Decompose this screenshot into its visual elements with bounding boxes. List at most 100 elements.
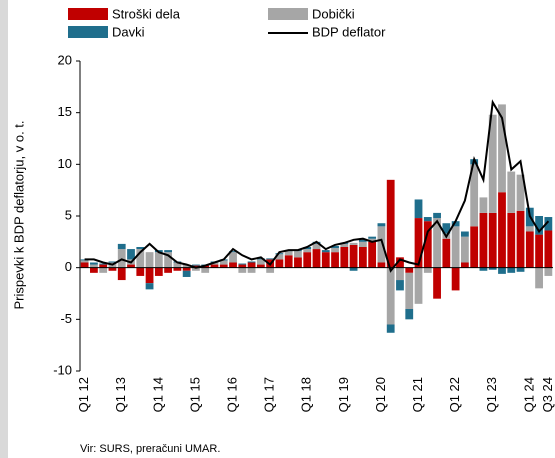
bar — [423, 221, 432, 268]
bar — [182, 264, 191, 268]
bar — [423, 217, 432, 222]
x-tick-label: Q1 16 — [224, 377, 239, 412]
bar — [284, 255, 293, 268]
bar — [498, 192, 506, 268]
bar — [117, 243, 126, 250]
bar — [90, 264, 98, 268]
bar — [460, 262, 469, 268]
bar — [358, 241, 367, 247]
bar — [256, 264, 265, 268]
bar — [192, 264, 200, 266]
bar — [525, 226, 534, 232]
bar — [507, 212, 516, 268]
y-tick-label: 15 — [58, 104, 72, 119]
bar — [201, 267, 210, 273]
bar — [108, 267, 117, 271]
bar — [331, 252, 339, 268]
bar — [377, 226, 386, 263]
bar — [331, 248, 339, 253]
bar — [201, 265, 210, 268]
bar — [396, 267, 404, 281]
x-tick-label: Q1 12 — [76, 377, 91, 412]
y-tick-label: 5 — [65, 207, 72, 222]
bar — [414, 218, 423, 268]
x-tick-label: Q3 24 — [540, 377, 555, 412]
bar — [460, 236, 469, 263]
bar — [433, 267, 441, 299]
bar — [396, 257, 404, 268]
x-tick-label: Q1 18 — [299, 377, 314, 412]
y-tick-label: 0 — [65, 259, 72, 274]
bar — [80, 260, 89, 263]
bar — [535, 216, 543, 235]
bar — [544, 230, 553, 268]
bar — [451, 221, 460, 227]
x-tick-label: Q1 23 — [484, 377, 499, 412]
legend-swatch — [68, 26, 108, 38]
bar — [535, 234, 543, 268]
bar — [479, 197, 488, 213]
bar — [266, 258, 275, 260]
bar — [173, 267, 182, 271]
bar — [80, 262, 89, 268]
y-axis-label: Prispevki k BDP deflatorju, v o. t. — [11, 120, 26, 309]
bar — [516, 174, 525, 211]
bar — [238, 263, 247, 265]
bar — [108, 261, 117, 263]
bar — [405, 267, 414, 273]
y-tick-label: -10 — [53, 362, 72, 377]
bar — [479, 267, 488, 271]
bar — [488, 267, 497, 270]
bar — [358, 247, 367, 268]
line — [84, 99, 550, 273]
bar — [117, 267, 126, 281]
bar — [507, 267, 516, 273]
bar — [192, 265, 200, 268]
bar — [294, 251, 302, 258]
bar — [386, 179, 395, 268]
bar — [368, 238, 377, 242]
source: Vir: SURS, preračuni UMAR. — [80, 443, 220, 455]
bar — [136, 249, 145, 268]
bar — [516, 210, 525, 268]
bar — [396, 280, 404, 291]
bar — [321, 250, 330, 253]
bar — [127, 264, 135, 268]
bar — [173, 262, 182, 268]
x-tick-label: Q1 13 — [113, 377, 128, 412]
y-tick-label: 10 — [58, 156, 72, 171]
legend-label: Davki — [112, 24, 145, 39]
bar — [136, 247, 145, 250]
y-tick-label: 20 — [58, 52, 72, 67]
bar — [99, 264, 108, 268]
bar — [182, 270, 191, 277]
bar — [164, 267, 173, 273]
bar — [164, 250, 173, 253]
bar — [423, 267, 432, 273]
x-tick-label: Q1 20 — [373, 377, 388, 412]
bar — [405, 309, 414, 320]
bar — [525, 231, 534, 268]
bar — [535, 267, 543, 289]
bar — [358, 239, 367, 242]
bar — [164, 252, 173, 268]
bar — [256, 259, 265, 265]
bar — [377, 223, 386, 227]
bar — [127, 249, 135, 260]
bar — [368, 236, 377, 239]
bar — [99, 263, 108, 265]
bar — [488, 114, 497, 213]
bar — [349, 267, 358, 271]
bar — [498, 267, 506, 274]
bar — [136, 267, 145, 276]
x-tick-label: Q1 24 — [521, 377, 536, 412]
x-tick-label: Q1 17 — [262, 377, 277, 412]
bar — [275, 259, 284, 268]
bar — [145, 252, 154, 268]
bar — [229, 262, 237, 268]
bar — [386, 267, 395, 325]
x-tick-label: Q1 22 — [447, 377, 462, 412]
bar — [460, 231, 469, 237]
bar — [405, 272, 414, 309]
legend-swatch — [68, 8, 108, 20]
